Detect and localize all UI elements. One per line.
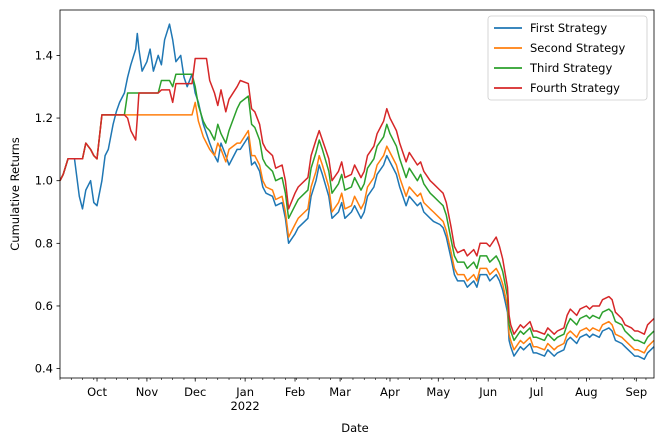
series-line-1	[59, 23, 655, 360]
x-tick-label: Aug	[575, 385, 597, 399]
series-line-3	[59, 73, 655, 345]
series-line-4	[59, 57, 655, 335]
x-tick-label: Apr	[380, 385, 400, 399]
x-axis-title: Date	[341, 421, 369, 435]
legend-label: Fourth Strategy	[530, 81, 620, 95]
y-tick-label: 0.4	[35, 362, 53, 376]
x-tick-label: Feb	[285, 385, 305, 399]
x-tick-label: Jul	[529, 385, 544, 399]
x-tick-label: May	[426, 385, 450, 399]
y-tick-label: 1.4	[35, 48, 53, 62]
x-tick-label: Mar	[329, 385, 351, 399]
series-line-2	[59, 101, 655, 354]
x-tick-label: Jun	[478, 385, 497, 399]
x-tick-label: Dec	[184, 385, 206, 399]
y-tick-label: 0.8	[35, 236, 53, 250]
x-tick-label: Sep	[625, 385, 647, 399]
y-tick-label: 1.2	[35, 111, 53, 125]
x-tick-label: Jan	[235, 385, 254, 399]
legend: First Strategy Second Strategy Third Strat…	[487, 15, 648, 101]
x-tick-label: Nov	[136, 385, 159, 399]
legend-label: First Strategy	[530, 21, 607, 35]
series-layer	[59, 23, 655, 360]
x-tick-sublabel: 2022	[230, 399, 259, 413]
plot-area-frame	[59, 9, 655, 379]
y-tick-label: 0.6	[35, 299, 53, 313]
y-tick-label: 1.0	[35, 174, 53, 188]
legend-label: Second Strategy	[530, 41, 625, 55]
legend-label: Third Strategy	[529, 61, 612, 75]
y-axis-ticks: 0.4 0.6 0.8 1.0 1.2 1.4	[35, 48, 60, 376]
y-axis-title: Cumulative Returns	[8, 137, 22, 250]
x-tick-label: Oct	[87, 385, 107, 399]
legend-box	[487, 15, 648, 101]
